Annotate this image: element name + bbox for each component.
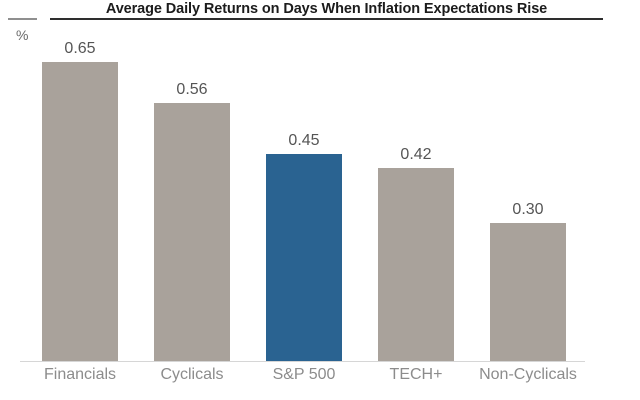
bar-value-label-financials: 0.65 [64,40,96,57]
top-left-dash [8,18,37,20]
category-label-financials: Financials [43,366,117,383]
bar-financials [42,62,118,361]
x-axis-line [20,361,585,362]
bar-cyclicals [154,103,230,361]
bar-non-cyclicals [490,223,566,361]
chart-title: Average Daily Returns on Days When Infla… [105,1,548,17]
bar-value-label-non-cyclicals: 0.30 [512,201,544,218]
bar-value-label-s-p-500: 0.45 [288,132,320,149]
title-underline [50,18,603,20]
bar-tech [378,168,454,361]
category-label-s-p-500: S&P 500 [272,366,336,383]
category-label-cyclicals: Cyclicals [160,366,224,383]
y-axis-unit-label: % [16,27,29,43]
bar-s-p-500 [266,154,342,361]
bar-value-label-cyclicals: 0.56 [176,81,208,98]
category-label-tech: TECH+ [389,366,443,383]
bar-value-label-tech: 0.42 [400,146,432,163]
category-label-non-cyclicals: Non-Cyclicals [479,366,577,383]
